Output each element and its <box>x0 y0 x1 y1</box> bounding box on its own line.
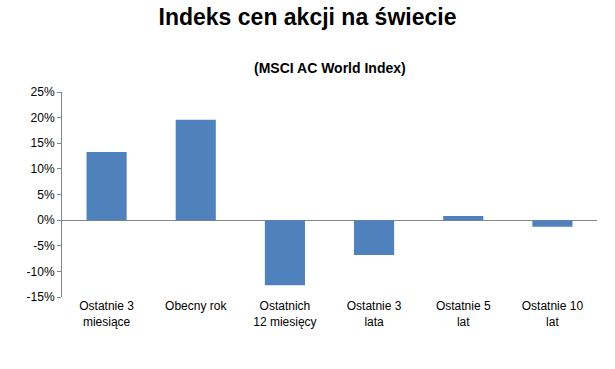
svg-text:(MSCI AC World Index): (MSCI AC World Index) <box>254 60 406 76</box>
svg-text:Obecny rok: Obecny rok <box>165 299 227 313</box>
svg-text:0%: 0% <box>37 213 55 227</box>
svg-text:20%: 20% <box>31 111 55 125</box>
svg-text:Indeks cen akcji na świecie: Indeks cen akcji na świecie <box>159 4 457 30</box>
svg-text:15%: 15% <box>31 136 55 150</box>
svg-text:-10%: -10% <box>27 265 55 279</box>
svg-text:Ostatnie 10lat: Ostatnie 10lat <box>522 299 584 329</box>
svg-text:10%: 10% <box>31 162 55 176</box>
svg-text:Ostatnich12 miesięcy: Ostatnich12 miesięcy <box>253 299 316 329</box>
svg-text:5%: 5% <box>37 188 55 202</box>
svg-text:Ostatnie 5lat: Ostatnie 5lat <box>436 299 491 329</box>
svg-text:25%: 25% <box>31 85 55 99</box>
svg-text:-15%: -15% <box>27 290 55 304</box>
svg-text:Ostatnie 3lata: Ostatnie 3lata <box>347 299 402 329</box>
svg-text:Ostatnie 3miesiące: Ostatnie 3miesiące <box>79 299 134 329</box>
svg-text:-5%: -5% <box>33 239 55 253</box>
